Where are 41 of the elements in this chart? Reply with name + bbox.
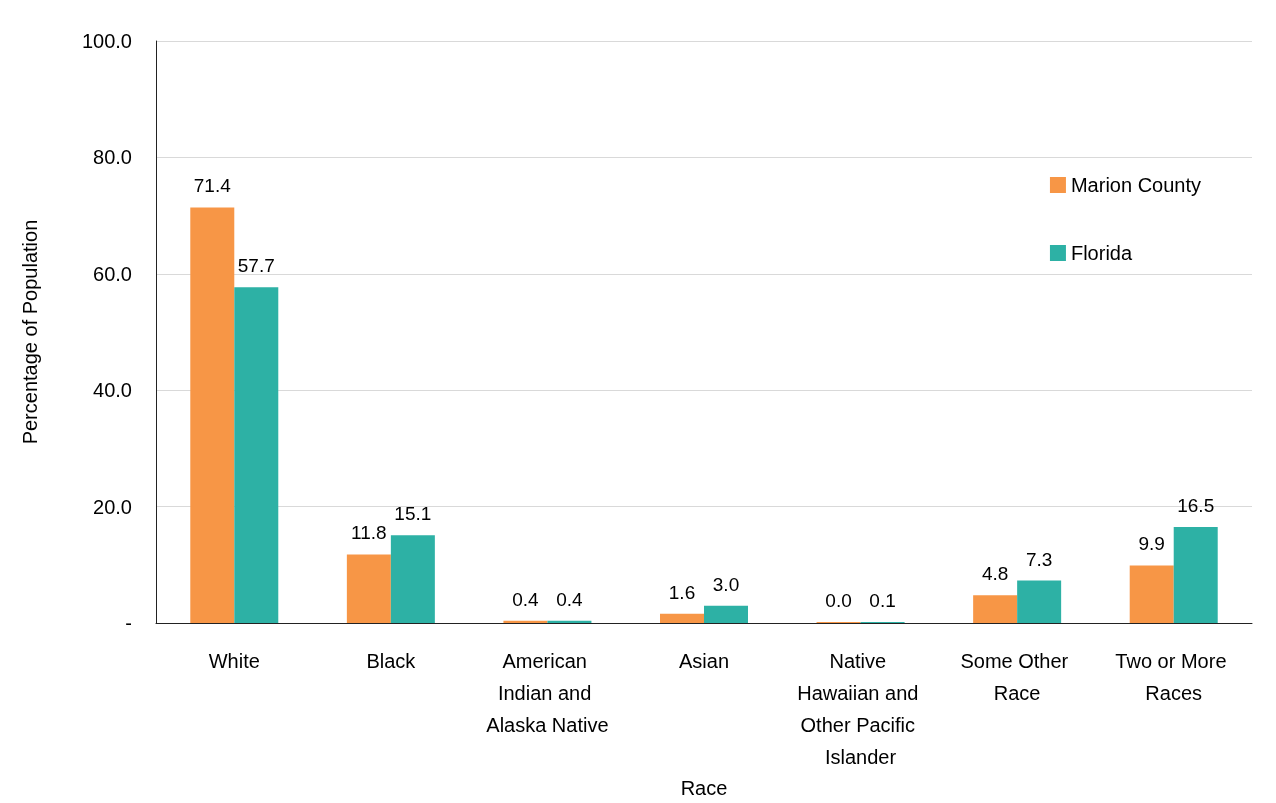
data-label: 57.7: [237, 255, 275, 277]
x-tick-label: Native Hawaiian and Other Pacific Islander: [797, 650, 924, 769]
bar: [973, 595, 1018, 624]
bar: [1129, 565, 1174, 624]
y-tick-label: -: [125, 612, 132, 635]
bar: [190, 207, 235, 624]
bar: [1173, 527, 1218, 624]
data-label: 0.4: [512, 588, 540, 610]
data-label: 9.9: [1138, 533, 1165, 555]
data-label: 1.6: [668, 581, 696, 603]
x-tick-label: Asian: [678, 650, 730, 673]
x-tick-label: Some Other Race: [960, 650, 1074, 705]
data-label: 15.1: [394, 503, 432, 525]
bar: [660, 613, 704, 624]
bar: [704, 605, 748, 624]
data-label: 71.4: [193, 175, 232, 197]
y-tick-label: 100.0: [81, 30, 132, 52]
data-label: 11.8: [351, 522, 387, 544]
x-axis-title: Race: [680, 777, 728, 799]
data-label: 16.5: [1177, 495, 1215, 517]
data-label: 7.3: [1025, 548, 1053, 570]
data-label: 0.4: [556, 588, 584, 610]
bar: [234, 287, 279, 624]
data-label: 3.0: [712, 573, 740, 595]
x-tick-label: American Indian and Alaska Native: [486, 650, 609, 737]
y-axis-title: Percentage of Population: [19, 219, 41, 445]
bar: [390, 535, 435, 624]
y-tick-label: 40.0: [93, 379, 132, 402]
legend-label: Florida: [1070, 242, 1133, 264]
y-tick-label: 60.0: [93, 262, 132, 285]
data-label: 0.1: [869, 590, 896, 612]
x-tick-label: Black: [366, 650, 417, 673]
x-tick-label: Two or More Races: [1115, 650, 1233, 705]
data-label: 4.8: [981, 563, 1009, 585]
x-tick-label: White: [208, 650, 260, 673]
y-tick-label: 80.0: [93, 146, 132, 169]
data-label: 0.0: [825, 590, 852, 612]
bar: [1017, 580, 1062, 624]
legend-label: Marion County: [1070, 174, 1201, 196]
bar: [346, 554, 391, 624]
y-tick-label: 20.0: [93, 495, 132, 518]
